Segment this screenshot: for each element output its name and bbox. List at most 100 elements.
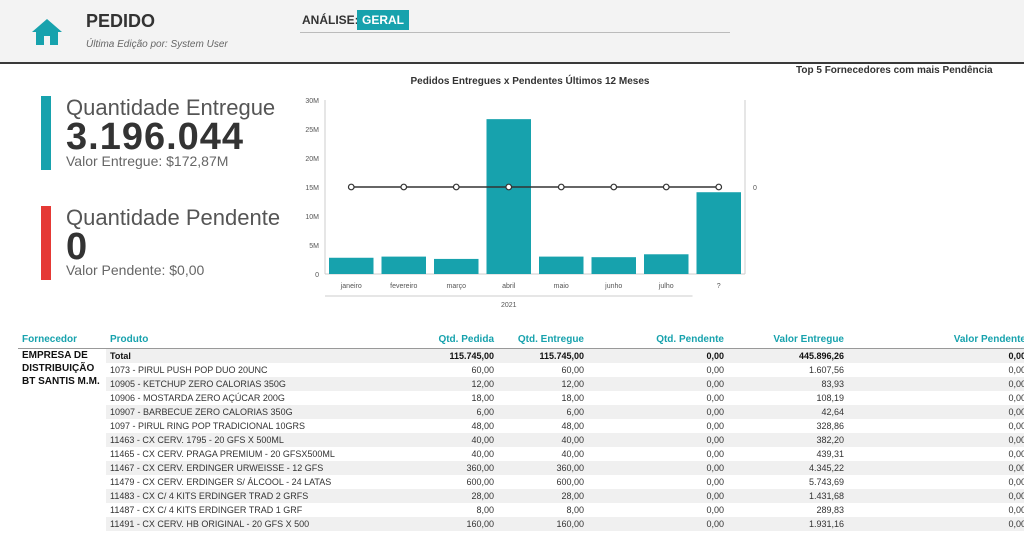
kpi-entregue-title: Quantidade Entregue (66, 95, 276, 120)
orders-chart: 0 5M 10M 15M 20M 25M 30M 0 janeiro fevereiro março… (305, 98, 757, 309)
analise-label: ANÁLISE: (302, 13, 359, 27)
qtd-pedida-cell: 18,00 (471, 393, 494, 403)
col-produto[interactable]: Produto (106, 330, 368, 349)
valor-pendente-cell: 0,00 (848, 433, 1024, 447)
chart-bar (434, 258, 479, 274)
table-row[interactable]: 10907 - BARBECUE ZERO CALORIAS 350G 6,00 6… (18, 405, 1024, 419)
pending-line-point (505, 183, 513, 191)
valor-pendente-cell: 0,00 (848, 461, 1024, 475)
valor-entregue-cell: 382,20 (728, 433, 848, 447)
produto-cell: 10906 - MOSTARDA ZERO AÇÚCAR 200G (110, 393, 285, 403)
qtd-pendente-cell: 0,00 (706, 449, 724, 459)
orders-table: Fornecedor Produto Qtd. Pedida Qtd. Entr… (18, 330, 1024, 531)
qtd-pendente-cell: 0,00 (588, 405, 728, 419)
col-qtd-entregue[interactable]: Qtd. Entregue (498, 330, 588, 349)
table-row[interactable]: 11491 - CX CERV. HB ORIGINAL - 20 GFS X … (18, 517, 1024, 531)
qtd-pedida-cell: 360,00 (368, 461, 498, 475)
pending-line-point (452, 183, 460, 191)
x-tick-label: abril (502, 283, 516, 290)
valor-entregue-cell: 4.345,22 (728, 461, 848, 475)
qtd-pendente-cell: 0,00 (588, 377, 728, 391)
table-row[interactable]: 10906 - MOSTARDA ZERO AÇÚCAR 200G 18,00 18… (18, 391, 1024, 405)
table-row[interactable]: 11479 - CX CERV. ERDINGER S/ ÁLCOOL - 24… (18, 475, 1024, 489)
table-row[interactable]: 11463 - CX CERV. 1795 - 20 GFS X 500ML 40… (18, 433, 1024, 447)
chart-bar (696, 192, 741, 274)
qtd-pedida-cell: 28,00 (368, 489, 498, 503)
qtd-pendente-cell: 0,00 (588, 461, 728, 475)
y-tick-label: 0 (315, 272, 319, 279)
qtd-pendente-cell: 0,00 (706, 505, 724, 515)
qtd-entregue-cell: 115.745,00 (498, 348, 588, 363)
analise-divider (300, 32, 730, 33)
analise-filter-button[interactable]: GERAL (357, 10, 409, 30)
year-label: 2021 (501, 302, 517, 309)
valor-entregue-cell: 1.431,68 (728, 489, 848, 503)
home-button[interactable] (30, 17, 64, 47)
valor-entregue-cell: 1.931,16 (728, 517, 848, 531)
produto-cell: 11487 - CX C/ 4 KITS ERDINGER TRAD 1 GRF (110, 505, 303, 515)
kpi-pendente-sub: Valor Pendente: $0,00 (66, 262, 205, 278)
qtd-pedida-cell: 12,00 (368, 377, 498, 391)
produto-cell: 11479 - CX CERV. ERDINGER S/ ÁLCOOL - 24… (110, 477, 332, 487)
qtd-pedida-cell: 60,00 (471, 365, 494, 375)
valor-pendente-cell: 0,00 (848, 377, 1024, 391)
produto-cell: 10907 - BARBECUE ZERO CALORIAS 350G (106, 405, 368, 419)
produto-cell: 11467 - CX CERV. ERDINGER URWEISSE - 12 … (106, 461, 368, 475)
valor-entregue-cell: 5.743,69 (808, 477, 844, 487)
qtd-pendente-cell: 0,00 (588, 489, 728, 503)
valor-pendente-cell: 0,00 (848, 348, 1024, 363)
qtd-entregue-cell: 160,00 (498, 517, 588, 531)
qtd-pendente-cell: 0,00 (706, 421, 724, 431)
kpi-entregue-value: 3.196.044 (66, 116, 245, 158)
col-qtd-pendente[interactable]: Qtd. Pendente (588, 330, 728, 349)
qtd-entregue-cell: 40,00 (561, 449, 584, 459)
valor-entregue-cell: 445.896,26 (728, 348, 848, 363)
valor-entregue-cell: 289,83 (816, 505, 844, 515)
chart-title: Pedidos Entregues x Pendentes Últimos 12… (410, 76, 650, 87)
y-tick-label: 25M (305, 127, 319, 134)
table-header-row: Fornecedor Produto Qtd. Pedida Qtd. Entr… (18, 330, 1024, 349)
chart-bar (591, 257, 636, 274)
kpi-pendente-value: 0 (66, 226, 89, 268)
pending-line-point (557, 183, 565, 191)
col-valor-entregue[interactable]: Valor Entregue (728, 330, 848, 349)
table-row[interactable]: 1097 - PIRUL RING POP TRADICIONAL 10GRS 4… (18, 419, 1024, 433)
table-row[interactable]: 11465 - CX CERV. PRAGA PREMIUM - 20 GFSX… (18, 447, 1024, 461)
valor-entregue-cell: 1.607,56 (808, 365, 844, 375)
table-row[interactable]: 11483 - CX C/ 4 KITS ERDINGER TRAD 2 GRF… (18, 489, 1024, 503)
y-tick-label: 15M (305, 185, 319, 192)
produto-cell: 1097 - PIRUL RING POP TRADICIONAL 10GRS (110, 421, 306, 431)
top5-title: Top 5 Fornecedores com mais Pendência (796, 65, 993, 76)
valor-pendente-cell: 0,00 (848, 517, 1024, 531)
valor-pendente-cell: 0,00 (1008, 393, 1024, 403)
valor-entregue-cell: 108,19 (816, 393, 844, 403)
kpi-pendente-title: Quantidade Pendente (66, 205, 281, 230)
qtd-pedida-cell: 40,00 (368, 433, 498, 447)
valor-entregue-cell: 83,93 (728, 377, 848, 391)
x-tick-label: março (447, 283, 467, 290)
pending-line-point (610, 183, 618, 191)
kpi-entregue-accent (41, 96, 51, 170)
table-row[interactable]: 11487 - CX C/ 4 KITS ERDINGER TRAD 1 GRF… (18, 503, 1024, 517)
col-fornecedor[interactable]: Fornecedor (18, 330, 106, 349)
qtd-entregue-cell: 6,00 (498, 405, 588, 419)
valor-entregue-cell: 439,31 (816, 449, 844, 459)
qtd-pedida-cell: 6,00 (368, 405, 498, 419)
x-tick-label: fevereiro (390, 283, 417, 290)
col-valor-pendente[interactable]: Valor Pendente (848, 330, 1024, 349)
qtd-entregue-cell: 600,00 (556, 477, 584, 487)
valor-pendente-cell: 0,00 (1008, 365, 1024, 375)
table-total-row[interactable]: EMPRESA DE DISTRIBUIÇÃO BT SANTIS M.M. To… (18, 348, 1024, 531)
qtd-entregue-cell: 360,00 (498, 461, 588, 475)
qtd-pendente-cell: 0,00 (588, 348, 728, 363)
table-row[interactable]: 11467 - CX CERV. ERDINGER URWEISSE - 12 … (18, 461, 1024, 475)
col-qtd-pedida[interactable]: Qtd. Pedida (368, 330, 498, 349)
valor-pendente-cell: 0,00 (1008, 449, 1024, 459)
kpi-entregue-sub: Valor Entregue: $172,87M (66, 153, 229, 169)
valor-pendente-cell: 0,00 (1008, 421, 1024, 431)
x-tick-label: junho (604, 283, 622, 290)
qtd-entregue-cell: 12,00 (498, 377, 588, 391)
x-tick-label: janeiro (340, 283, 362, 290)
table-row[interactable]: 10905 - KETCHUP ZERO CALORIAS 350G 12,00 1… (18, 377, 1024, 391)
table-row[interactable]: 1073 - PIRUL PUSH POP DUO 20UNC 60,00 60,0… (18, 363, 1024, 377)
